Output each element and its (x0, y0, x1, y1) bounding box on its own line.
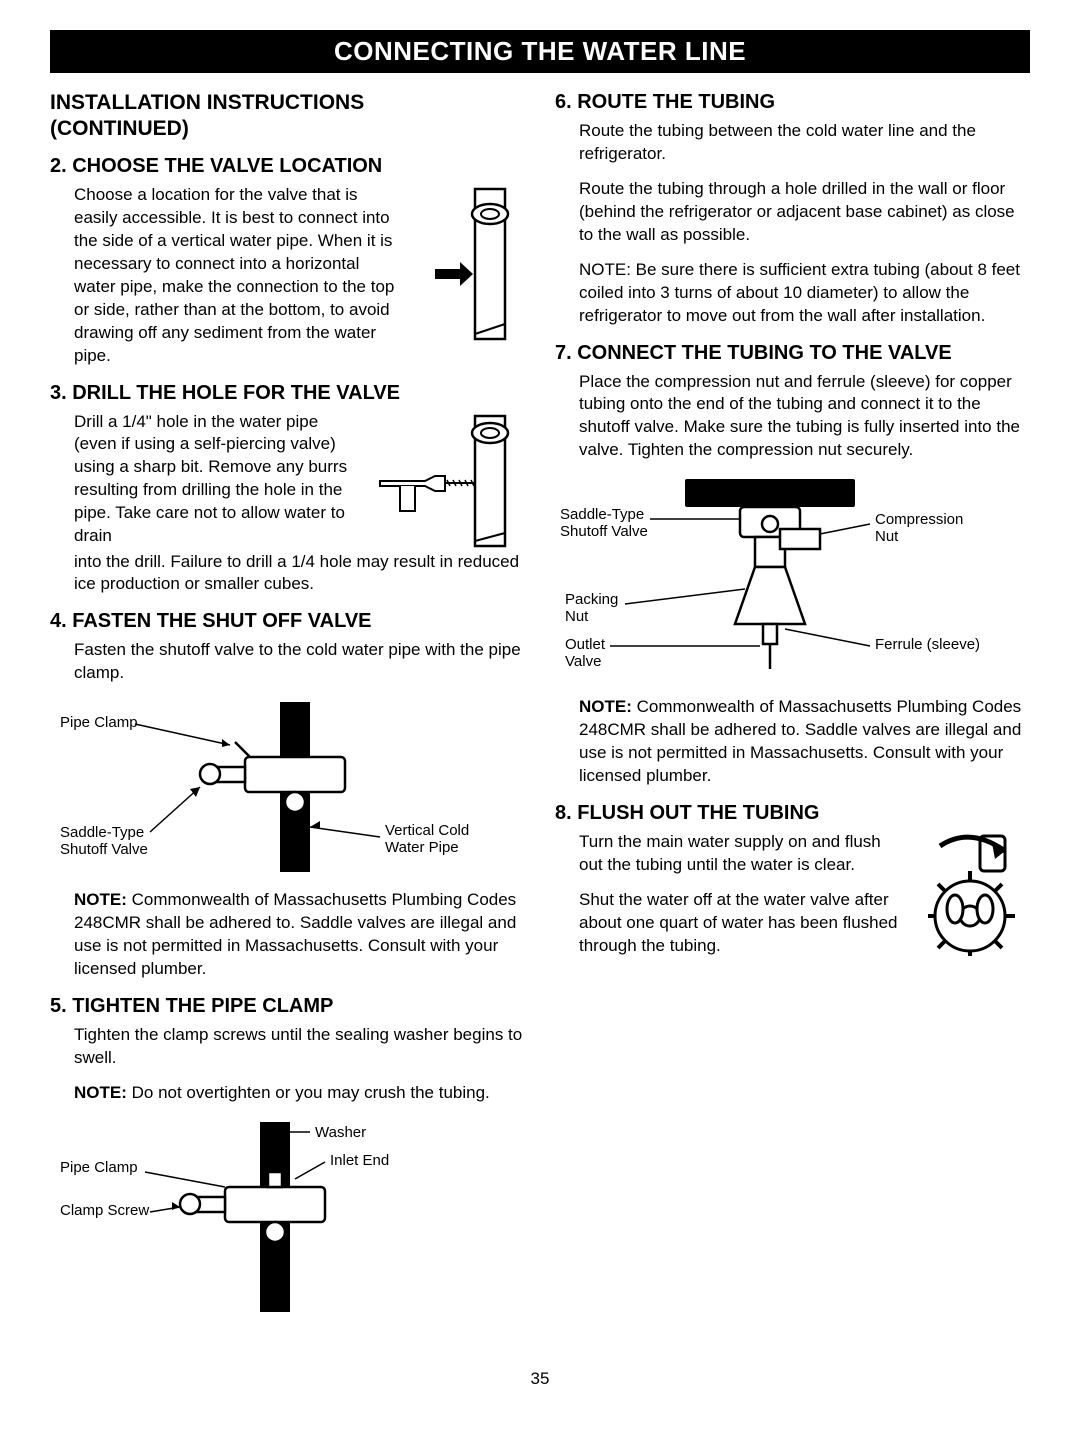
step7-note: NOTE: Commonwealth of Massachusetts Plum… (579, 696, 1030, 788)
lbl-pclamp5: Pipe Clamp (60, 1159, 138, 1176)
left-column: INSTALLATION INSTRUCTIONS (CONTINUED) 2.… (50, 83, 525, 1329)
step4-title: 4. FASTEN THE SHUT OFF VALVE (50, 610, 525, 633)
lbl7-outlet-2: Valve (565, 653, 601, 670)
step7-title: 7. CONNECT THE TUBING TO THE VALVE (555, 342, 1030, 365)
lbl7-packing-1: Packing (565, 591, 618, 608)
lbl-inlet: Inlet End (330, 1152, 389, 1169)
lbl7-comp-1: Compression (875, 511, 963, 528)
lbl7-comp-2: Nut (875, 528, 899, 545)
lbl7-saddle-1: Saddle-Type (560, 506, 644, 523)
step4-text: Fasten the shutoff valve to the cold wat… (74, 639, 525, 685)
step2-figure (415, 184, 525, 368)
page-number: 35 (50, 1369, 1030, 1389)
step7-text: Place the compression nut and ferrule (s… (579, 371, 1030, 463)
step2-text: Choose a location for the valve that is … (74, 184, 405, 368)
step5-note-text: Do not overtighten or you may crush the … (127, 1083, 490, 1102)
two-column-layout: INSTALLATION INSTRUCTIONS (CONTINUED) 2.… (50, 83, 1030, 1329)
step8-p1: Turn the main water supply on and flush … (579, 831, 900, 877)
lbl-pipe-clamp: Pipe Clamp (60, 714, 138, 731)
step3-text1: Drill a 1/4" hole in the water pipe (eve… (74, 411, 365, 551)
step4-note: NOTE: Commonwealth of Massachusetts Plum… (74, 889, 525, 981)
step4-diagram: Pipe Clamp Saddle-Type Shutoff Valve Ver… (50, 697, 525, 877)
note-label-7: NOTE: (579, 697, 632, 716)
step5-title: 5. TIGHTEN THE PIPE CLAMP (50, 995, 525, 1018)
lbl-vpipe-2: Water Pipe (385, 839, 459, 856)
install-header-2: (CONTINUED) (50, 117, 525, 141)
step2-title: 2. CHOOSE THE VALVE LOCATION (50, 155, 525, 178)
lbl-vpipe-1: Vertical Cold (385, 822, 469, 839)
step6-p1: Route the tubing between the cold water … (579, 120, 1030, 166)
install-header-1: INSTALLATION INSTRUCTIONS (50, 91, 525, 115)
lbl7-saddle-2: Shutoff Valve (560, 523, 648, 540)
note-label: NOTE: (74, 890, 127, 909)
section-banner: CONNECTING THE WATER LINE (50, 30, 1030, 73)
step3-text2: into the drill. Failure to drill a 1/4 h… (74, 551, 525, 597)
step3-figure (375, 411, 525, 551)
lbl-cscrew: Clamp Screw (60, 1202, 149, 1219)
lbl7-ferrule: Ferrule (sleeve) (875, 636, 980, 653)
lbl-saddle-2: Shutoff Valve (60, 841, 148, 858)
step6-p3: NOTE: Be sure there is sufficient extra … (579, 259, 1030, 328)
step3-title: 3. DRILL THE HOLE FOR THE VALVE (50, 382, 525, 405)
step8-title: 8. FLUSH OUT THE TUBING (555, 802, 1030, 825)
step5-diagram: Washer Inlet End Pipe Clamp Clamp Screw (50, 1117, 525, 1317)
step4-note-text: Commonwealth of Massachusetts Plumbing C… (74, 890, 516, 978)
note-label-5: NOTE: (74, 1083, 127, 1102)
step5-note: NOTE: Do not overtighten or you may crus… (74, 1082, 525, 1105)
lbl-washer: Washer (315, 1124, 366, 1141)
step6-p2: Route the tubing through a hole drilled … (579, 178, 1030, 247)
step8-figure (910, 831, 1030, 961)
step5-text: Tighten the clamp screws until the seali… (74, 1024, 525, 1070)
step7-diagram: Saddle-Type Shutoff Valve Packing Nut Ou… (555, 474, 1030, 684)
lbl-saddle-1: Saddle-Type (60, 824, 144, 841)
step6-title: 6. ROUTE THE TUBING (555, 91, 1030, 114)
right-column: 6. ROUTE THE TUBING Route the tubing bet… (555, 83, 1030, 1329)
lbl7-outlet-1: Outlet (565, 636, 606, 653)
lbl7-packing-2: Nut (565, 608, 589, 625)
step7-note-text: Commonwealth of Massachusetts Plumbing C… (579, 697, 1021, 785)
step8-p2: Shut the water off at the water valve af… (579, 889, 900, 958)
